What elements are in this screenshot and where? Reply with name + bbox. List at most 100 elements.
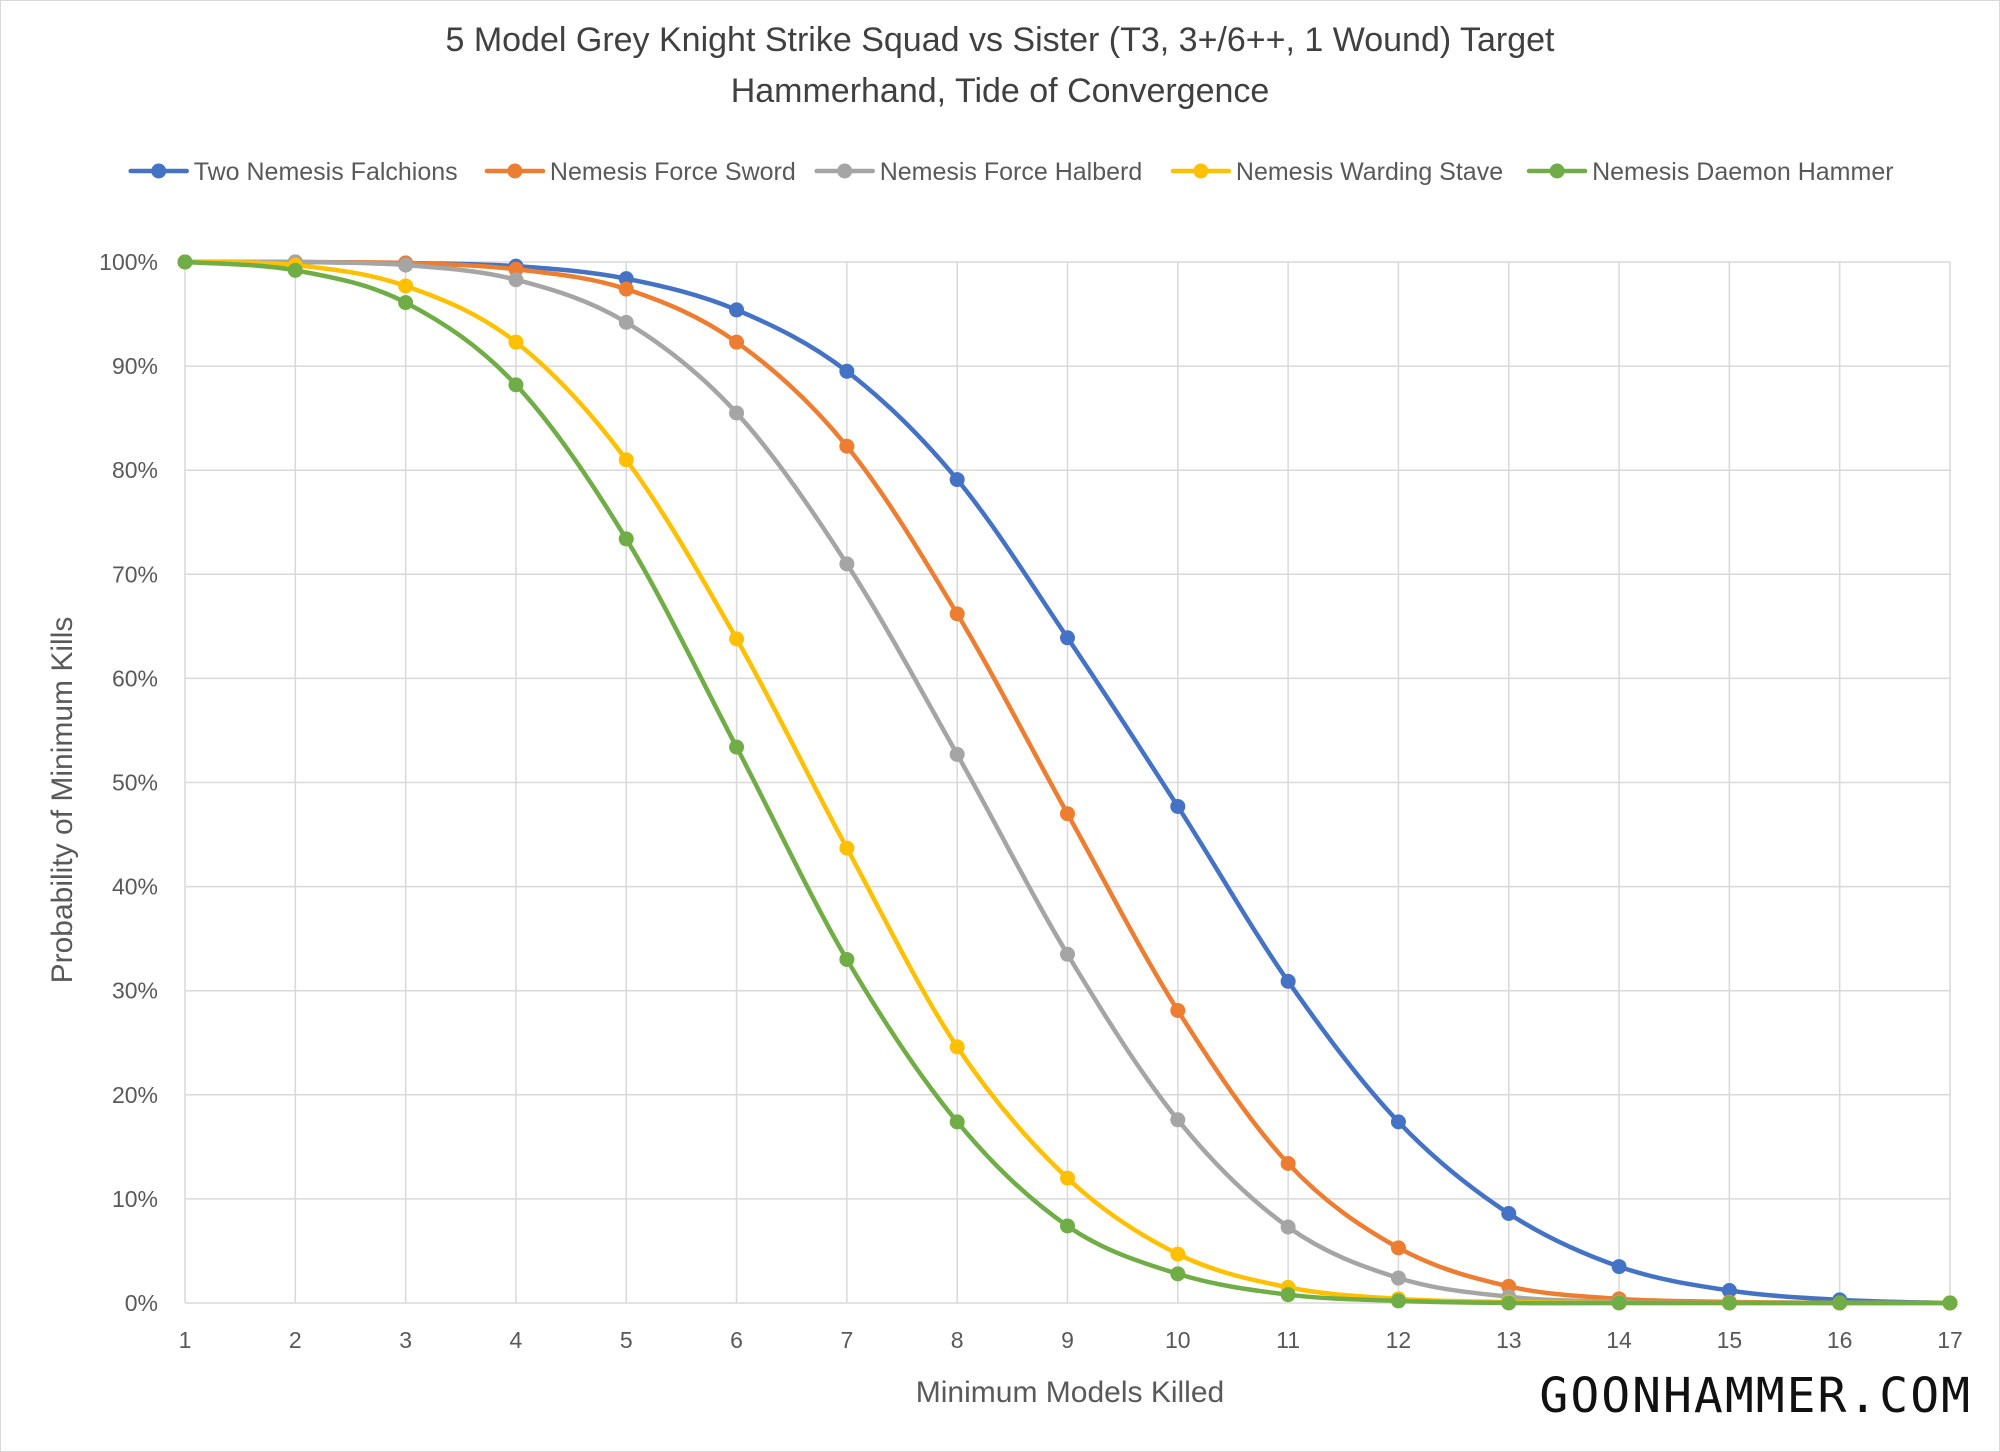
legend-swatch-marker: [1549, 163, 1565, 179]
legend: Two Nemesis Falchions Nemesis Force Sword…: [128, 158, 1894, 186]
y-tick-label: 100%: [99, 249, 158, 275]
legend-item: Nemesis Force Sword: [484, 158, 796, 186]
data-point: [508, 261, 524, 277]
x-tick-label: 16: [1827, 1327, 1853, 1353]
legend-item: Nemesis Daemon Hammer: [1526, 158, 1894, 186]
x-tick-label: 11: [1276, 1327, 1300, 1353]
data-point: [949, 1114, 965, 1130]
data-point: [949, 746, 965, 762]
data-point: [1611, 1259, 1627, 1275]
y-tick-label: 40%: [112, 874, 158, 900]
y-tick-label: 30%: [112, 978, 158, 1004]
y-tick-label: 20%: [112, 1082, 158, 1108]
data-point: [1280, 1219, 1296, 1235]
data-point: [398, 278, 414, 294]
data-point: [398, 257, 414, 273]
data-point: [839, 363, 855, 379]
data-point: [839, 951, 855, 967]
data-point: [729, 739, 745, 755]
data-point: [1390, 1114, 1406, 1130]
data-point: [177, 254, 193, 270]
x-tick-label: 9: [1061, 1327, 1074, 1353]
y-tick-label: 50%: [112, 770, 158, 796]
data-point: [1501, 1295, 1517, 1311]
x-axis-ticks: 1 2 3 4 5 6 7 8 9 10 11 12 13 14 15 16 17: [179, 1327, 1963, 1353]
y-tick-label: 10%: [112, 1186, 158, 1212]
x-tick-label: 2: [289, 1327, 302, 1353]
x-tick-label: 12: [1386, 1327, 1412, 1353]
legend-label: Nemesis Daemon Hammer: [1592, 158, 1893, 186]
legend-swatch-marker: [507, 163, 523, 179]
data-point: [618, 452, 634, 468]
x-tick-label: 4: [510, 1327, 523, 1353]
legend-item: Two Nemesis Falchions: [128, 158, 458, 186]
y-axis-ticks: 0% 10% 20% 30% 40% 50% 60% 70% 80% 90% 100%: [99, 249, 158, 1316]
data-point: [1170, 1112, 1186, 1128]
y-tick-label: 80%: [112, 457, 158, 483]
legend-item: Nemesis Warding Stave: [1170, 158, 1503, 186]
x-tick-label: 17: [1937, 1327, 1963, 1353]
data-point: [1170, 1266, 1186, 1282]
legend-swatch-marker: [1193, 163, 1209, 179]
chart-title: 5 Model Grey Knight Strike Squad vs Sist…: [445, 21, 1555, 59]
data-point: [1832, 1295, 1848, 1311]
legend-label: Nemesis Force Halberd: [880, 158, 1143, 186]
legend-label: Nemesis Warding Stave: [1236, 158, 1503, 186]
x-tick-label: 8: [951, 1327, 964, 1353]
data-point: [1060, 630, 1075, 646]
x-tick-label: 13: [1496, 1327, 1522, 1353]
legend-label: Nemesis Force Sword: [550, 158, 796, 186]
data-point: [287, 262, 303, 278]
data-point: [949, 606, 965, 622]
y-axis-title: Probability of Minimum Kills: [46, 617, 79, 984]
x-tick-label: 5: [620, 1327, 633, 1353]
series-layer: [177, 254, 1958, 1311]
x-tick-label: 3: [399, 1327, 412, 1353]
data-point: [618, 531, 634, 547]
data-point: [839, 438, 855, 454]
data-point: [618, 281, 634, 297]
data-point: [508, 334, 524, 350]
data-point: [618, 314, 634, 330]
legend-swatch-marker: [151, 163, 167, 179]
y-tick-label: 60%: [112, 665, 158, 691]
y-tick-label: 0%: [125, 1290, 158, 1316]
data-point: [839, 840, 855, 856]
data-point: [949, 1039, 965, 1055]
x-tick-label: 14: [1606, 1327, 1632, 1353]
data-point: [729, 631, 745, 647]
data-point: [729, 405, 745, 421]
data-point: [1170, 1246, 1186, 1262]
data-point: [729, 334, 745, 350]
data-point: [508, 377, 524, 393]
legend-item: Nemesis Force Halberd: [814, 158, 1143, 186]
x-tick-label: 6: [730, 1327, 743, 1353]
data-point: [1280, 1287, 1296, 1303]
data-point: [1721, 1295, 1737, 1311]
data-point: [1280, 973, 1296, 989]
data-point: [1060, 1218, 1075, 1234]
data-point: [1390, 1240, 1406, 1256]
y-tick-label: 90%: [112, 353, 158, 379]
data-point: [839, 556, 855, 572]
data-point: [1501, 1205, 1517, 1221]
data-point: [398, 295, 414, 311]
gridlines: [184, 261, 1951, 1304]
data-point: [1390, 1293, 1406, 1309]
data-point: [1060, 806, 1075, 822]
data-point: [1060, 946, 1075, 962]
legend-label: Two Nemesis Falchions: [194, 158, 458, 186]
x-tick-label: 10: [1165, 1327, 1191, 1353]
watermark-text: GOONHAMMER.COM: [1539, 1368, 1972, 1424]
data-point: [1170, 798, 1186, 814]
x-axis-title: Minimum Models Killed: [916, 1376, 1224, 1409]
y-tick-label: 70%: [112, 561, 158, 587]
x-tick-label: 1: [179, 1327, 192, 1353]
data-point: [729, 302, 745, 318]
chart-subtitle: Hammerhand, Tide of Convergence: [731, 72, 1270, 110]
data-point: [1611, 1295, 1627, 1311]
data-point: [1280, 1156, 1296, 1172]
data-point: [1170, 1002, 1186, 1018]
data-point: [1060, 1170, 1075, 1186]
